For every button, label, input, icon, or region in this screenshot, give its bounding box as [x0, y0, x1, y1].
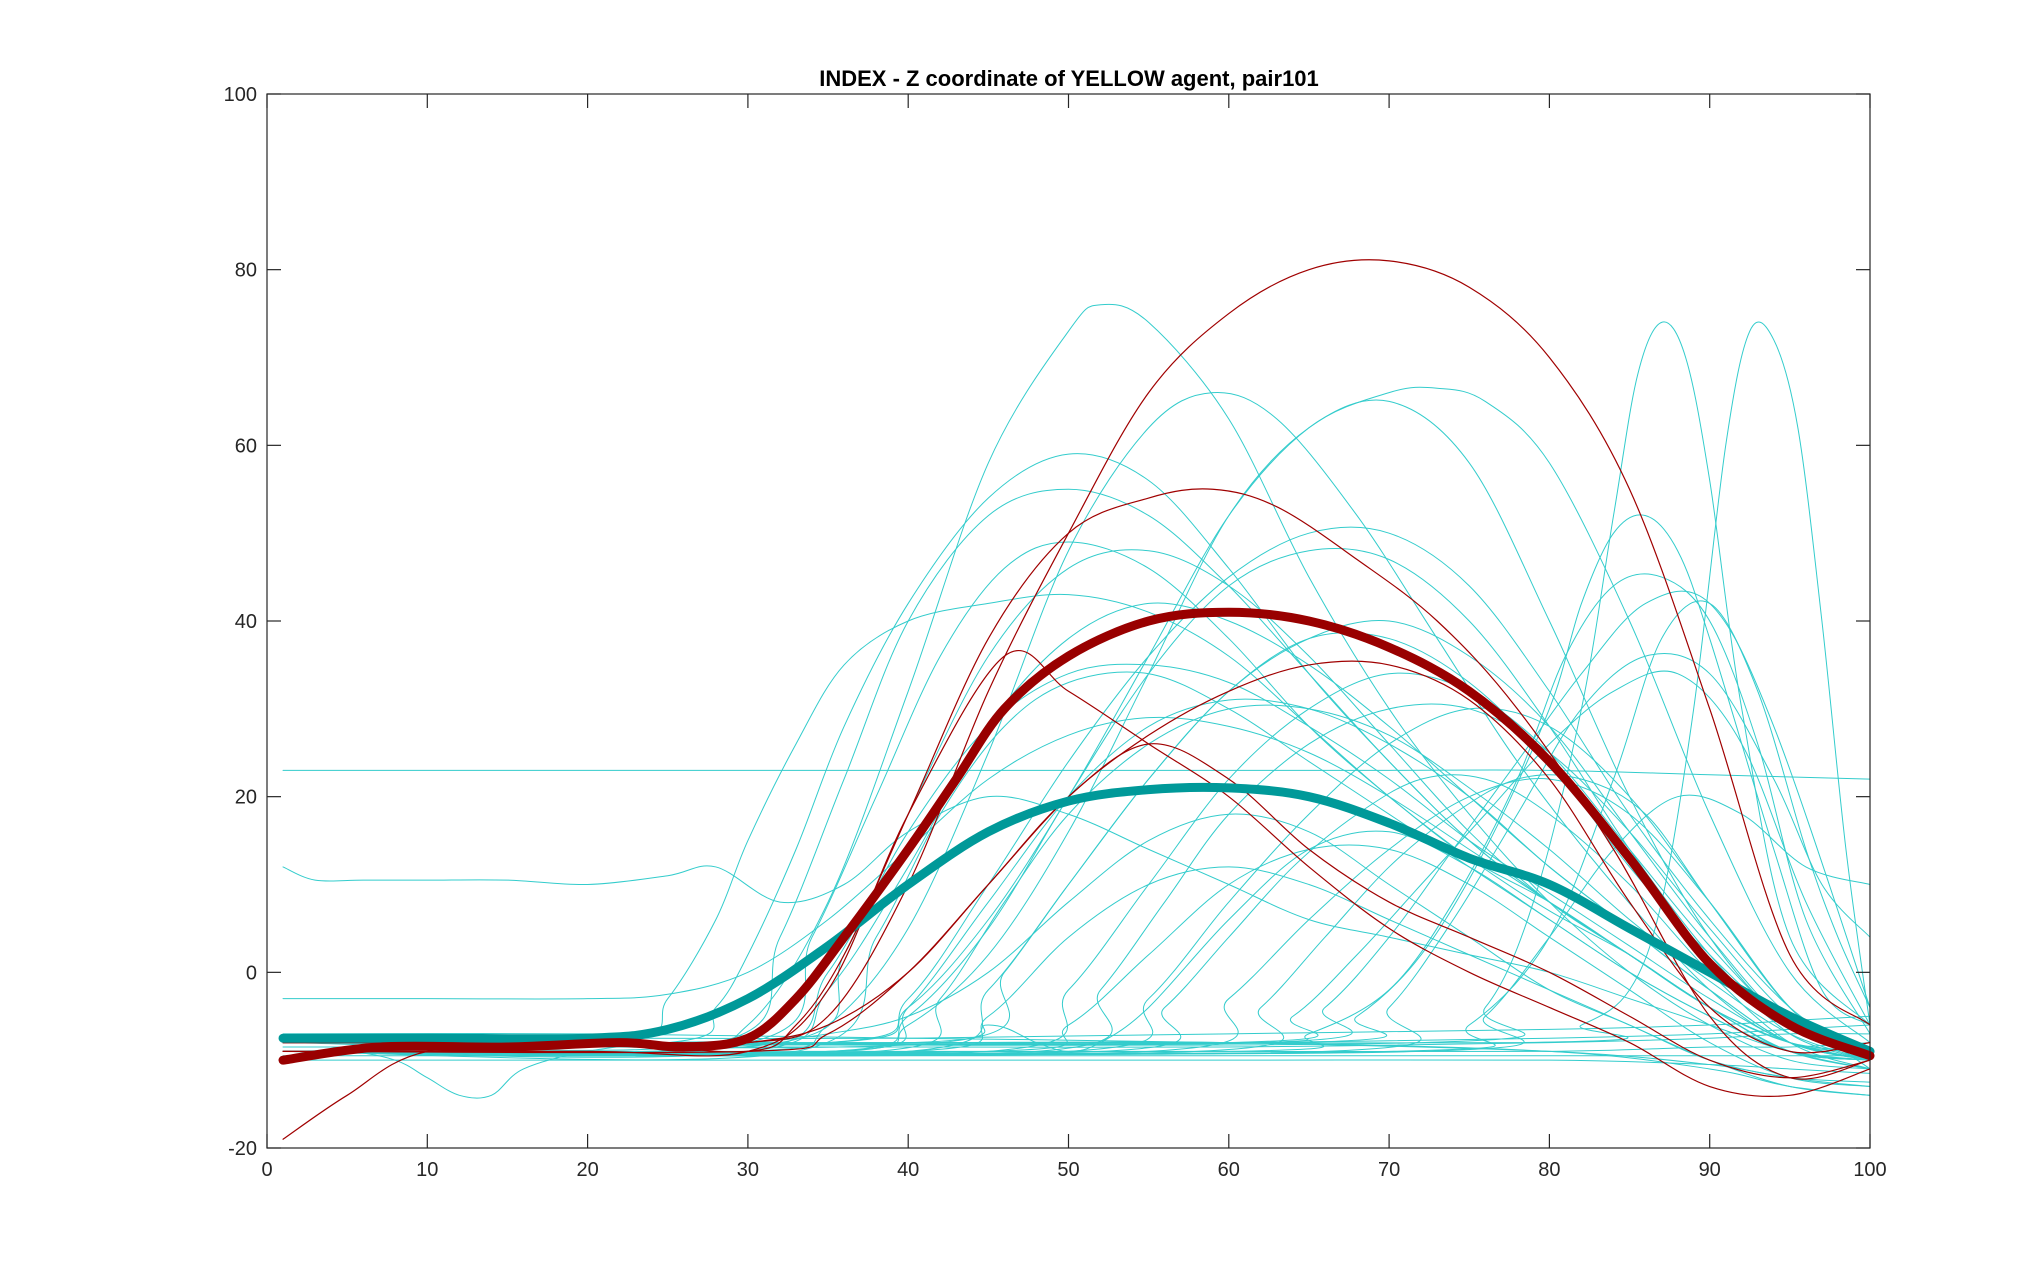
trial-cyan-line	[282, 303, 1871, 1070]
x-tick-label: 70	[1378, 1159, 1400, 1181]
trial-cyan-line	[282, 549, 1871, 1070]
trial-cyan-line	[282, 526, 1871, 1061]
trial-cyan-line	[282, 593, 1871, 1061]
trial-cyan-line	[282, 769, 1871, 780]
trial-cyan-line	[282, 663, 1871, 1061]
y-tick-label: 20	[235, 787, 257, 809]
y-tick-label: 100	[224, 84, 257, 106]
x-tick-label: 90	[1699, 1159, 1721, 1181]
y-tick-label: 60	[235, 435, 257, 457]
trial-cyan-line	[282, 866, 1871, 1096]
plot-lines	[278, 259, 1875, 1140]
trial-cyan-line	[282, 1059, 1871, 1074]
y-tick-label: 40	[235, 611, 257, 633]
x-tick-label: 50	[1057, 1159, 1079, 1181]
trial-cyan-line	[282, 653, 1871, 1056]
trial-red-line	[282, 743, 1871, 1079]
x-tick-label: 60	[1218, 1159, 1240, 1181]
x-tick-label: 30	[737, 1159, 759, 1181]
trial-cyan-line	[282, 698, 1871, 1061]
x-tick-label: 80	[1538, 1159, 1560, 1181]
trial-red-line	[282, 488, 1871, 1080]
trial-cyan-line	[282, 619, 1871, 1061]
y-tick-label: -20	[228, 1138, 257, 1160]
x-tick-label: 10	[416, 1159, 438, 1181]
y-tick-label: 80	[235, 260, 257, 282]
mean-cyan-line	[278, 782, 1875, 1056]
trial-cyan-line	[282, 795, 1871, 1061]
x-tick-label: 100	[1853, 1159, 1886, 1181]
trial-cyan-line	[282, 794, 1871, 1055]
chart-title: INDEX - Z coordinate of YELLOW agent, pa…	[819, 66, 1319, 91]
trial-cyan-line	[282, 399, 1871, 1054]
x-tick-label: 0	[261, 1159, 272, 1181]
y-tick-label: 0	[246, 962, 257, 984]
trial-cyan-line	[282, 391, 1871, 1054]
x-tick-label: 40	[897, 1159, 919, 1181]
mean-red-line	[278, 607, 1875, 1065]
x-tick-label: 20	[576, 1159, 598, 1181]
trial-cyan-line	[282, 813, 1871, 1099]
